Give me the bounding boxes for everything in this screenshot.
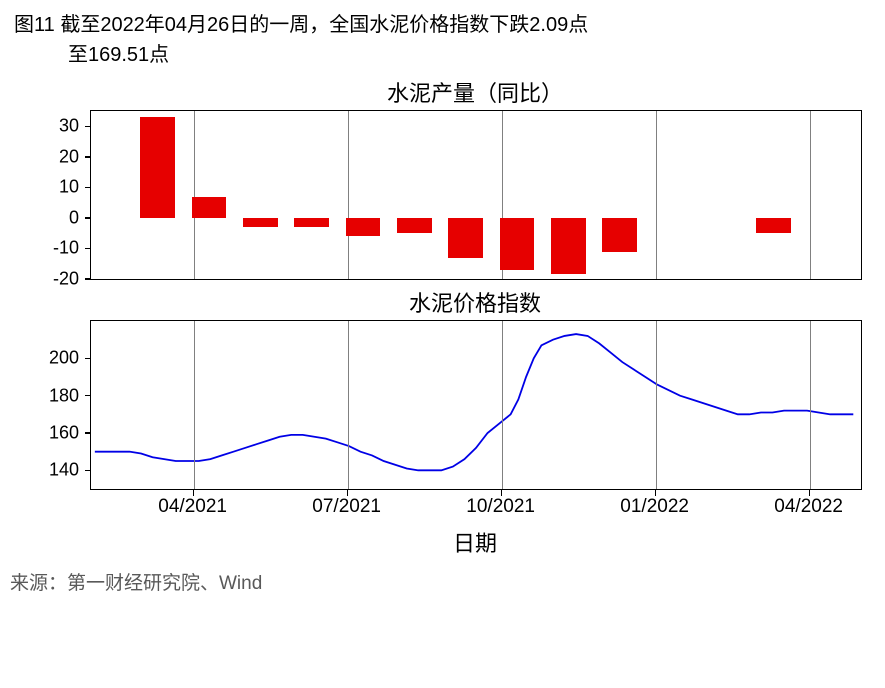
bar [192, 197, 227, 218]
y-tick-mark [85, 126, 91, 128]
x-tick-label: 01/2022 [620, 496, 689, 518]
bar [602, 218, 637, 252]
figure-title-line1: 图11 截至2022年04月26日的一周，全国水泥价格指数下跌2.09点 [14, 14, 588, 36]
top-y-axis: -20-100102030 [21, 111, 85, 279]
gridline [656, 321, 657, 489]
bar [294, 218, 329, 227]
line-plot [91, 321, 861, 489]
gridline [502, 321, 503, 489]
y-tick-label: -20 [53, 269, 79, 290]
bar [551, 218, 586, 275]
x-tick-label: 04/2021 [158, 496, 227, 518]
gridline [810, 321, 811, 489]
bar [140, 117, 175, 218]
x-axis: 04/2021 07/2021 10/2021 01/2022 04/2022 [90, 490, 860, 526]
gridline [656, 111, 657, 279]
y-tick-mark [85, 187, 91, 189]
y-tick-label: 0 [69, 207, 79, 228]
x-tick-label: 10/2021 [466, 496, 535, 518]
y-tick-label: 20 [59, 146, 79, 167]
y-tick-label: 160 [49, 423, 79, 444]
gridline [810, 111, 811, 279]
y-tick-label: 180 [49, 385, 79, 406]
bottom-chart-title: 水泥价格指数 [20, 286, 860, 318]
bar [243, 218, 278, 227]
x-axis-title: 日期 [20, 526, 860, 558]
y-tick-mark [85, 217, 91, 219]
y-tick-label: 140 [49, 460, 79, 481]
top-chart: -20-100102030 [90, 110, 862, 280]
source-text: 来源：第一财经研究院、Wind [10, 568, 875, 595]
y-tick-label: 10 [59, 177, 79, 198]
x-tick-label: 07/2021 [312, 496, 381, 518]
bottom-y-axis: 140 160 180 200 [21, 321, 85, 489]
bottom-chart: 140160180200 [90, 320, 862, 490]
y-tick-mark [85, 156, 91, 158]
y-tick-label: -10 [53, 238, 79, 259]
top-chart-title: 水泥产量（同比） [20, 76, 860, 108]
bar [397, 218, 432, 233]
gridline [348, 111, 349, 279]
bar [756, 218, 791, 233]
figure-title: 图11 截至2022年04月26日的一周，全国水泥价格指数下跌2.09点 至16… [10, 10, 875, 70]
y-tick-label: 200 [49, 348, 79, 369]
y-tick-mark [85, 278, 91, 280]
y-tick-mark [85, 248, 91, 250]
gridline [348, 321, 349, 489]
y-tick-label: 30 [59, 116, 79, 137]
bar [346, 218, 381, 236]
gridline [194, 111, 195, 279]
chart-area: 水泥产量（同比） -20-100102030 水泥价格指数 1401601802… [20, 76, 860, 558]
gridline [194, 321, 195, 489]
x-tick-label: 04/2022 [774, 496, 843, 518]
figure-title-line2: 至169.51点 [14, 40, 875, 70]
bar [500, 218, 535, 270]
price-line [95, 334, 853, 470]
bar [448, 218, 483, 258]
